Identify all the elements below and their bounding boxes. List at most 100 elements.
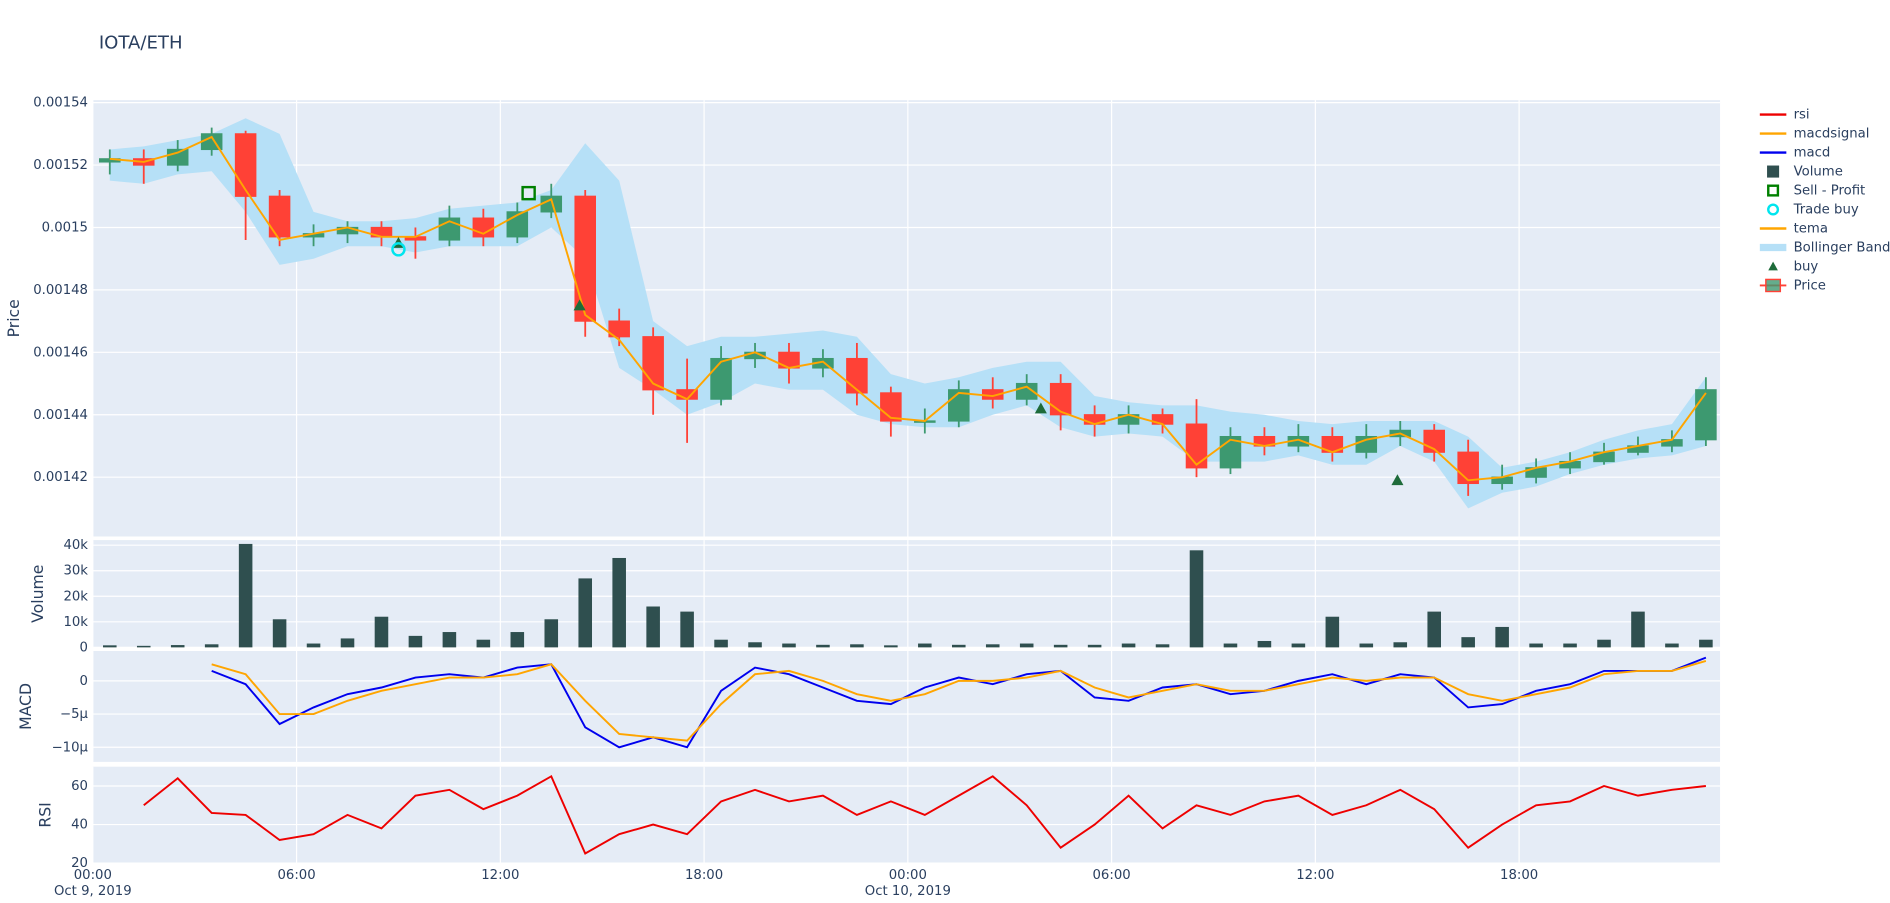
trade-marker xyxy=(573,299,586,311)
volume-bar xyxy=(1087,644,1102,648)
volume-bar xyxy=(1189,550,1204,648)
trade-marker xyxy=(391,242,406,257)
y-tick-label: 40k xyxy=(63,538,88,553)
volume-bar xyxy=(476,639,491,648)
legend: rsi macdsignal macd Volume Sell - Profit Trad… xyxy=(1759,108,1890,293)
volume-bar xyxy=(1121,643,1136,648)
legend-label: Trade buy xyxy=(1793,203,1859,218)
trade-marker xyxy=(521,185,536,201)
volume-bar xyxy=(510,632,525,648)
panel-background xyxy=(92,650,1721,762)
panel-background xyxy=(92,540,1721,648)
volume-bar xyxy=(272,619,287,648)
volume-bar xyxy=(1155,644,1170,648)
y-axis-title: RSI xyxy=(35,802,54,827)
volume-bar xyxy=(340,638,355,648)
y-tick-label: −5μ xyxy=(60,707,89,722)
legend-swatch xyxy=(1767,203,1780,216)
y-tick-label: 0.00154 xyxy=(33,96,88,111)
candle-body xyxy=(608,320,630,338)
x-tick-label: 06:00 xyxy=(1093,868,1131,883)
y-tick-label: 0.00144 xyxy=(33,408,88,423)
volume-bar xyxy=(1529,643,1543,648)
volume-bar xyxy=(1631,611,1645,648)
y-tick-label: 0.00142 xyxy=(33,470,88,485)
legend-swatch xyxy=(1765,278,1782,293)
legend-label: macdsignal xyxy=(1794,127,1870,142)
y-tick-label: 30k xyxy=(63,564,88,579)
candle-body xyxy=(234,133,257,197)
volume-bar xyxy=(408,635,423,648)
candle-body xyxy=(1049,382,1072,416)
x-tick-label: 00:00 xyxy=(74,868,112,883)
candle-body xyxy=(846,357,868,394)
y-tick-label: 0.0015 xyxy=(42,220,88,235)
x-tick-label: 12:00 xyxy=(481,868,519,883)
volume-bar xyxy=(952,644,966,648)
volume-bar xyxy=(578,578,593,648)
legend-label: tema xyxy=(1794,222,1828,237)
legend-label: buy xyxy=(1794,259,1819,274)
x-tick-label: 12:00 xyxy=(1296,868,1334,883)
volume-bar xyxy=(1461,637,1475,648)
volume-bar xyxy=(1495,626,1509,648)
volume-bar xyxy=(442,632,457,648)
volume-bar xyxy=(1325,616,1340,648)
y-tick-label: −10μ xyxy=(52,740,89,755)
volume-bar xyxy=(1665,643,1679,648)
legend-label: macd xyxy=(1794,146,1831,161)
line-series xyxy=(109,135,1707,482)
volume-bar xyxy=(680,611,694,648)
volume-bar xyxy=(714,639,728,648)
x-tick-label: 06:00 xyxy=(277,868,315,883)
volume-bar xyxy=(204,644,219,648)
y-axis-title: Volume xyxy=(28,565,47,623)
legend-swatch xyxy=(1767,165,1780,178)
legend-label: Bollinger Band xyxy=(1794,240,1890,255)
volume-bar xyxy=(1257,640,1272,648)
volume-bar xyxy=(1291,643,1306,648)
volume-bar xyxy=(1427,611,1441,648)
legend-label: Price xyxy=(1794,278,1826,293)
x-tick-label: 18:00 xyxy=(1500,868,1538,883)
y-tick-label: 0.00146 xyxy=(33,345,88,360)
volume-bar xyxy=(748,642,762,648)
y-axis-title: MACD xyxy=(16,683,35,730)
y-tick-label: 20k xyxy=(63,589,88,604)
y-tick-label: 40 xyxy=(71,818,88,833)
volume-bar xyxy=(1019,643,1034,648)
volume-bar xyxy=(103,645,117,648)
legend-label: rsi xyxy=(1794,108,1810,123)
trade-marker xyxy=(1034,402,1047,414)
y-tick-label: 20 xyxy=(71,856,88,871)
volume-bar xyxy=(1597,639,1611,648)
legend-label: Volume xyxy=(1794,165,1843,180)
candle-body xyxy=(642,336,664,391)
y-axis-title: Price xyxy=(4,299,23,337)
volume-bar xyxy=(1393,642,1408,648)
line-series xyxy=(143,774,1707,855)
candle-body xyxy=(710,357,732,400)
volume-bar xyxy=(306,643,321,648)
line-series xyxy=(211,660,1707,742)
y-tick-label: 0 xyxy=(80,640,88,655)
legend-label: Sell - Profit xyxy=(1794,184,1866,199)
volume-bar xyxy=(1223,643,1238,648)
volume-bar xyxy=(1699,639,1713,648)
line-series xyxy=(211,656,1707,749)
volume-bar xyxy=(850,644,864,648)
candle-body xyxy=(1695,389,1717,441)
volume-bar xyxy=(612,557,626,648)
volume-bar xyxy=(170,645,185,648)
trade-marker xyxy=(1391,474,1404,486)
volume-bar xyxy=(816,644,830,648)
volume-bar xyxy=(646,606,660,648)
candle-body xyxy=(574,195,596,322)
y-tick-label: 0 xyxy=(80,674,88,689)
plot-area: 0.00142 0.00144 0.00146 0.00148 0.0015 0.0015… xyxy=(4,96,1721,899)
legend-swatch xyxy=(1767,184,1780,197)
x-tick-label: 18:00 xyxy=(685,868,723,883)
volume-bar xyxy=(238,543,253,648)
